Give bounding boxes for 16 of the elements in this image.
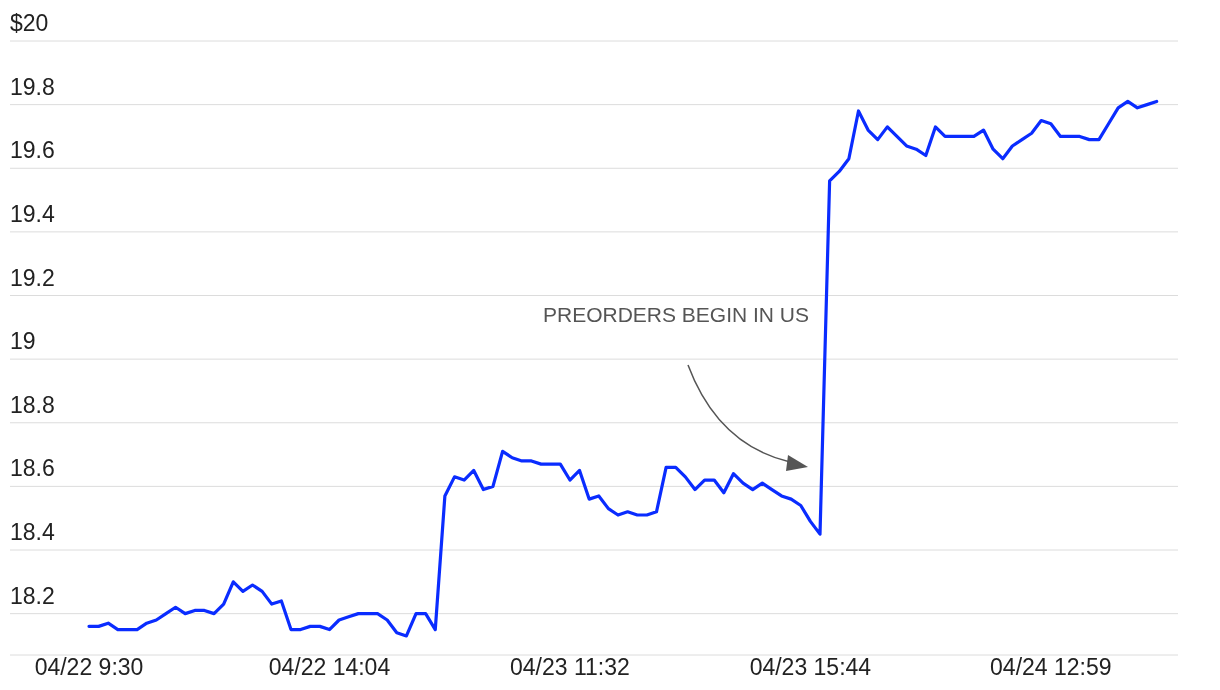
x-tick-label: 04/23 11:32	[510, 654, 630, 680]
y-tick-label: $20	[10, 10, 49, 36]
y-tick-label: 18.6	[10, 455, 55, 482]
y-tick-label: 18.4	[10, 519, 55, 546]
x-tick-label: 04/22 14:04	[268, 654, 391, 680]
x-tick-label: 04/22 9:30	[34, 654, 144, 680]
y-tick-label: 19.8	[10, 73, 55, 100]
y-tick-label: 19.4	[10, 200, 55, 227]
y-tick-label: 18.2	[10, 582, 55, 609]
y-tick-label: 19.2	[10, 264, 55, 291]
x-tick-label: 04/24 12:59	[990, 654, 1112, 680]
x-tick-label: 04/23 15:44	[749, 654, 872, 680]
annotation: PREORDERS BEGIN IN US	[542, 303, 810, 326]
y-tick-label: 19	[10, 328, 36, 355]
y-tick-label: 19.6	[10, 137, 55, 164]
y-tick-label: 18.8	[10, 391, 55, 418]
